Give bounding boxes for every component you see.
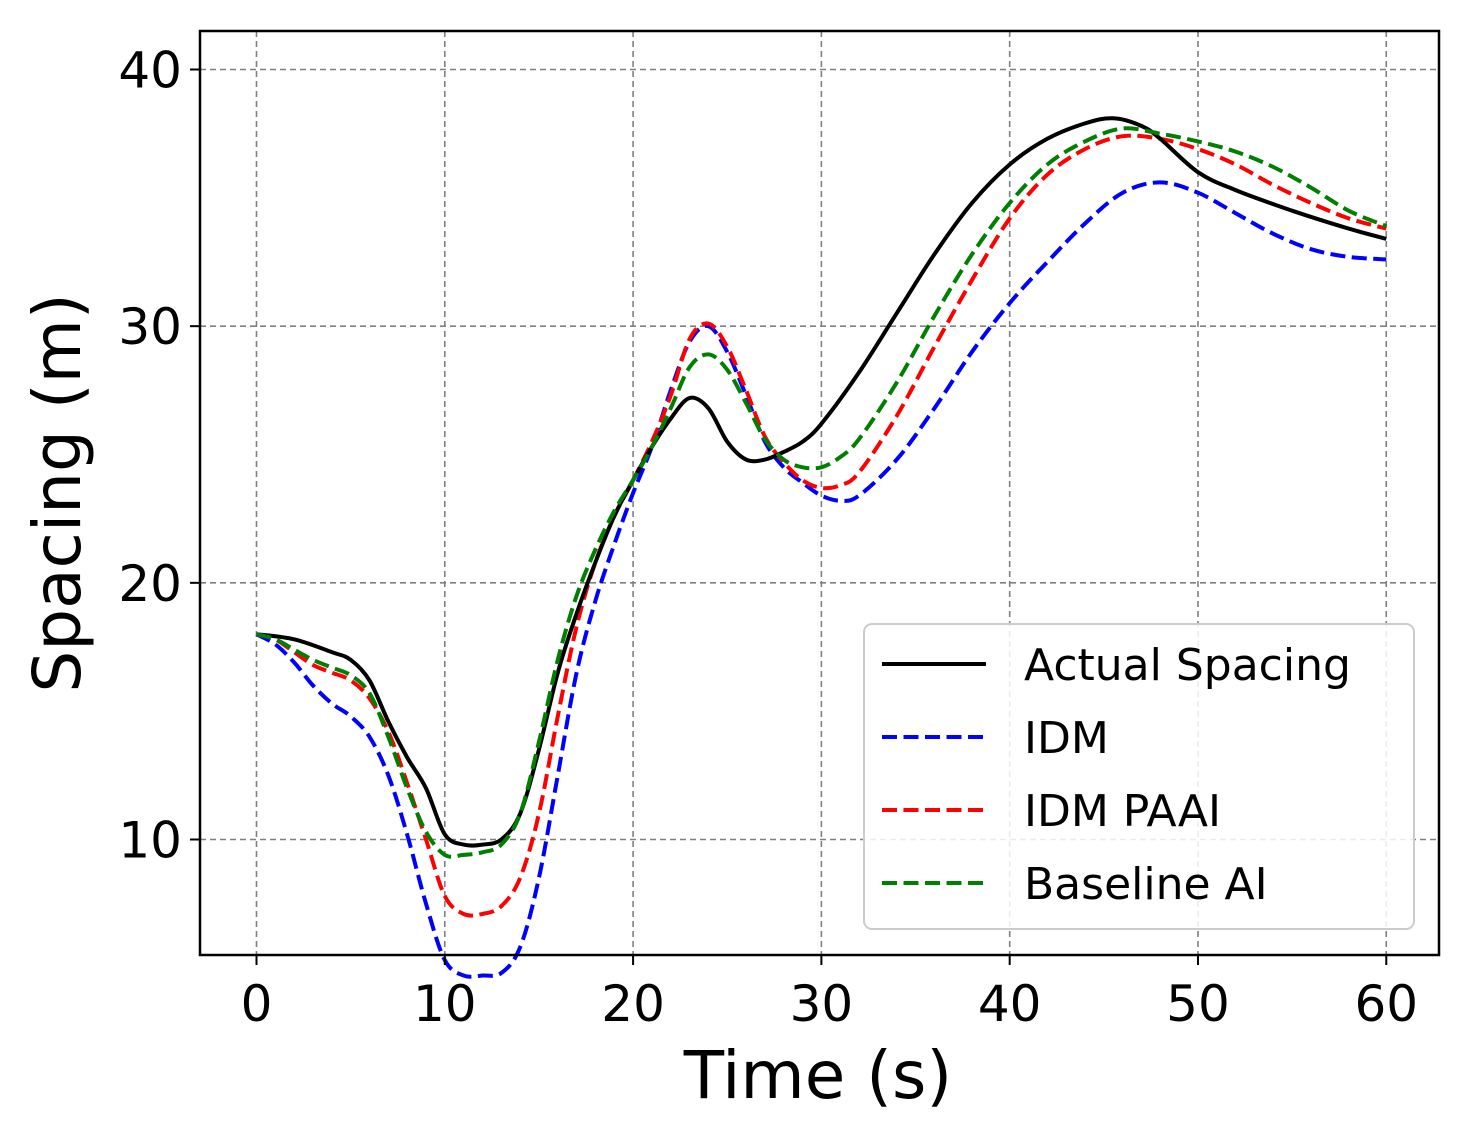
plot-frame (198, 29, 1441, 957)
x-tick-label: 30 (790, 975, 854, 1033)
series-lines (255, 116, 1388, 979)
y-tick-label: 30 (118, 298, 182, 356)
y-tick-label: 10 (118, 812, 182, 870)
legend-label: IDM (1024, 713, 1109, 764)
axis-ticks: 0 10 20 30 40 50 60 10 20 30 40 (118, 42, 1418, 1034)
y-tick-label: 40 (118, 42, 182, 100)
legend-label: Baseline AI (1024, 859, 1268, 910)
grid (200, 31, 1439, 955)
x-tick-label: 60 (1354, 975, 1418, 1033)
legend: Actual Spacing IDM IDM PAAI Baseline AI (863, 623, 1415, 930)
x-tick-label: 10 (413, 975, 477, 1033)
x-tick-label: 50 (1166, 975, 1230, 1033)
y-tick-label: 20 (118, 555, 182, 613)
x-tick-label: 0 (241, 975, 273, 1033)
series-line-actual-spacing (256, 116, 1387, 848)
x-axis-label: Time (s) (683, 1037, 952, 1114)
legend-box (863, 623, 1415, 930)
x-tick-label: 40 (978, 975, 1042, 1033)
legend-label: Actual Spacing (1024, 640, 1351, 691)
x-tick-label: 20 (601, 975, 665, 1033)
y-axis-label: Spacing (m) (19, 293, 96, 692)
series-line-baseline-ai (256, 126, 1388, 859)
legend-label: IDM PAAI (1024, 786, 1221, 837)
